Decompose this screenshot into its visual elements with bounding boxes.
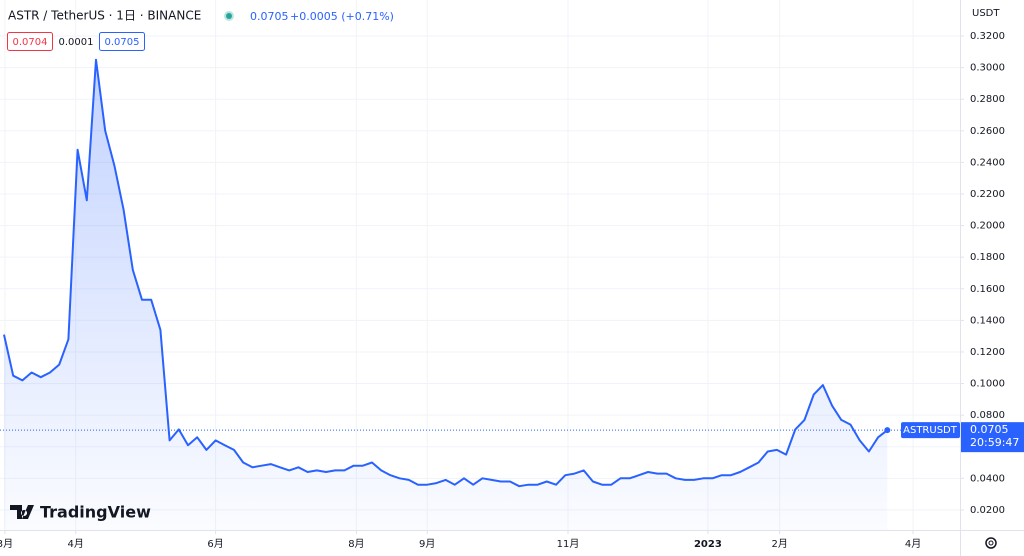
logo-text: TradingView xyxy=(40,503,151,522)
x-tick-label: 9月 xyxy=(419,538,435,550)
ask-box xyxy=(99,32,145,51)
price-tag-value: 0.0705 xyxy=(970,423,1009,436)
bid-price: 0.0704 xyxy=(13,37,48,48)
x-tick-label: 11月 xyxy=(557,538,580,550)
logo[interactable]: TradingView xyxy=(10,503,151,522)
logo-icon xyxy=(10,505,34,519)
gear-hub xyxy=(988,540,994,546)
y-tick-label: 0.3200 xyxy=(970,31,1005,42)
ask-price: 0.0705 xyxy=(105,37,140,48)
bid-box xyxy=(7,32,53,51)
gear xyxy=(985,537,997,549)
y-tick-label: 0.1400 xyxy=(970,315,1005,326)
spread: 0.0001 xyxy=(59,37,94,48)
x-tick-label: 8月 xyxy=(348,538,364,550)
y-tick-label: 0.2200 xyxy=(970,189,1005,200)
symbol-tag-label: ASTRUSDT xyxy=(903,425,958,436)
quote-change: +0.0005 (+0.71%) xyxy=(290,10,394,23)
y-tick-label: 0.1800 xyxy=(970,252,1005,263)
area-fill xyxy=(3,59,888,530)
symbol-tag xyxy=(901,422,960,439)
currency-label[interactable]: USDT xyxy=(972,8,1000,19)
settings-icon[interactable] xyxy=(985,537,997,549)
plot: ASTRUSDT xyxy=(0,58,960,530)
y-tick-label: 0.2600 xyxy=(970,126,1005,137)
status-dot xyxy=(226,13,232,19)
symbol-title[interactable]: ASTR / TetherUS · 1日 · BINANCE xyxy=(8,9,201,23)
y-tick-label: 0.0800 xyxy=(970,410,1005,421)
x-tick-label: 4月 xyxy=(905,538,921,550)
x-tick-label: 6月 xyxy=(207,538,223,550)
axes: 0.02000.04000.06000.08000.10000.12000.14… xyxy=(0,31,1024,550)
price-line xyxy=(3,58,888,488)
price-tag xyxy=(961,422,1024,453)
y-tick-label: 0.2400 xyxy=(970,157,1005,168)
y-tick-label: 0.2800 xyxy=(970,94,1005,105)
quote-price: 0.0705 xyxy=(250,10,289,23)
last-point xyxy=(884,427,891,434)
y-tick-label: 0.1200 xyxy=(970,347,1005,358)
x-tick-label: 2023 xyxy=(694,539,722,550)
x-tick-label: 3月 xyxy=(0,538,13,550)
y-tick-label: 0.3000 xyxy=(970,63,1005,74)
x-tick-label: 4月 xyxy=(68,538,84,550)
x-tick-label: 2月 xyxy=(771,538,787,550)
y-tick-label: 0.0400 xyxy=(970,473,1005,484)
y-tick-label: 0.2000 xyxy=(970,221,1005,232)
price-tag-countdown: 20:59:47 xyxy=(970,436,1019,449)
y-tick-label: 0.1600 xyxy=(970,284,1005,295)
y-tick-label: 0.1000 xyxy=(970,379,1005,390)
y-tick-label: 0.0200 xyxy=(970,505,1005,516)
